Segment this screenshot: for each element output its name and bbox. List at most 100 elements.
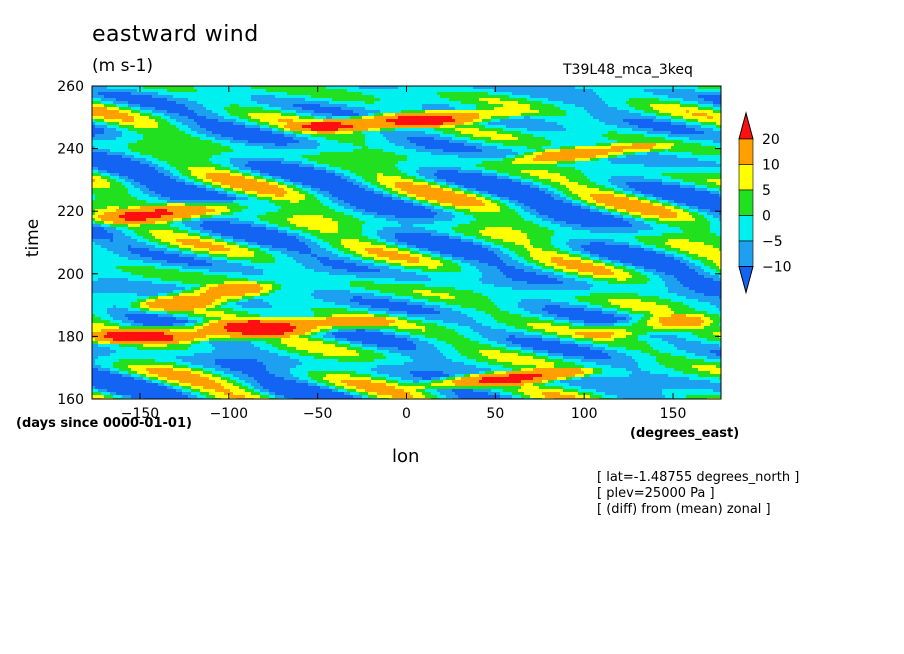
- heatmap-cell: [395, 104, 398, 107]
- heatmap-cell: [551, 140, 554, 143]
- heatmap-cell: [242, 149, 245, 152]
- heatmap-cell: [506, 140, 509, 143]
- heatmap-cell: [188, 152, 191, 155]
- heatmap-cell: [149, 155, 152, 158]
- heatmap-cell: [311, 86, 314, 89]
- heatmap-cell: [119, 152, 122, 155]
- heatmap-cell: [719, 89, 721, 92]
- heatmap-cell: [605, 128, 608, 131]
- heatmap-cell: [461, 143, 464, 146]
- heatmap-cell: [446, 140, 449, 143]
- heatmap-cell: [419, 98, 422, 101]
- heatmap-cell: [362, 101, 365, 104]
- heatmap-cell: [461, 92, 464, 95]
- heatmap-cell: [413, 116, 416, 119]
- heatmap-cell: [239, 131, 242, 134]
- heatmap-cell: [428, 155, 431, 158]
- heatmap-cell: [575, 107, 578, 110]
- heatmap-cell: [200, 110, 203, 113]
- heatmap-cell: [155, 125, 158, 128]
- heatmap-cell: [224, 137, 227, 140]
- heatmap-cell: [122, 125, 125, 128]
- heatmap-cell: [659, 140, 662, 143]
- heatmap-cell: [665, 89, 668, 92]
- heatmap-cell: [290, 113, 293, 116]
- heatmap-cell: [458, 116, 461, 119]
- heatmap-cell: [635, 89, 638, 92]
- heatmap-cell: [473, 116, 476, 119]
- heatmap-cell: [452, 155, 455, 158]
- heatmap-cell: [107, 95, 110, 98]
- heatmap-cell: [449, 128, 452, 131]
- heatmap-cell: [551, 125, 554, 128]
- heatmap-cell: [644, 104, 647, 107]
- heatmap-cell: [92, 125, 95, 128]
- heatmap-cell: [209, 152, 212, 155]
- heatmap-cell: [185, 146, 188, 149]
- heatmap-cell: [536, 125, 539, 128]
- heatmap-cell: [266, 110, 269, 113]
- heatmap-cell: [623, 134, 626, 137]
- heatmap-cell: [143, 146, 146, 149]
- heatmap-cell: [512, 131, 515, 134]
- heatmap-cell: [701, 149, 704, 152]
- heatmap-cell: [677, 128, 680, 131]
- heatmap-cell: [140, 155, 143, 158]
- heatmap-cell: [686, 101, 689, 104]
- heatmap-cell: [632, 98, 635, 101]
- heatmap-cell: [128, 146, 131, 149]
- heatmap-cell: [416, 137, 419, 140]
- heatmap-cell: [512, 149, 515, 152]
- heatmap-cell: [161, 125, 164, 128]
- heatmap-cell: [689, 89, 692, 92]
- heatmap-cell: [701, 104, 704, 107]
- heatmap-cell: [614, 86, 617, 89]
- heatmap-cell: [161, 116, 164, 119]
- heatmap-cell: [311, 92, 314, 95]
- heatmap-cell: [674, 95, 677, 98]
- heatmap-cell: [92, 101, 95, 104]
- heatmap-cell: [701, 134, 704, 137]
- heatmap-cell: [149, 101, 152, 104]
- heatmap-cell: [500, 107, 503, 110]
- heatmap-cell: [116, 98, 119, 101]
- heatmap-cell: [497, 134, 500, 137]
- heatmap-cell: [224, 134, 227, 137]
- heatmap-cell: [608, 89, 611, 92]
- heatmap-cell: [326, 107, 329, 110]
- heatmap-cell: [713, 134, 716, 137]
- heatmap-cell: [719, 152, 721, 155]
- heatmap-cell: [389, 149, 392, 152]
- heatmap-cell: [356, 92, 359, 95]
- heatmap-cell: [296, 89, 299, 92]
- heatmap-cell: [245, 101, 248, 104]
- heatmap-cell: [332, 131, 335, 134]
- heatmap-cell: [719, 101, 721, 104]
- heatmap-cell: [128, 149, 131, 152]
- heatmap-cell: [587, 89, 590, 92]
- heatmap-cell: [221, 128, 224, 131]
- heatmap-cell: [587, 113, 590, 116]
- heatmap-cell: [308, 146, 311, 149]
- heatmap-cell: [521, 155, 524, 158]
- heatmap-cell: [203, 122, 206, 125]
- heatmap-cell: [155, 113, 158, 116]
- heatmap-cell: [620, 116, 623, 119]
- heatmap-cell: [677, 134, 680, 137]
- heatmap-cell: [308, 134, 311, 137]
- heatmap-cell: [203, 98, 206, 101]
- heatmap-cell: [614, 89, 617, 92]
- heatmap-cell: [407, 155, 410, 158]
- heatmap-cell: [323, 86, 326, 89]
- heatmap-cell: [347, 143, 350, 146]
- heatmap-cell: [218, 155, 221, 158]
- heatmap-cell: [371, 155, 374, 158]
- heatmap-cell: [362, 155, 365, 158]
- heatmap-cell: [383, 104, 386, 107]
- heatmap-cell: [425, 131, 428, 134]
- heatmap-cell: [191, 146, 194, 149]
- heatmap-cell: [404, 98, 407, 101]
- heatmap-cell: [599, 128, 602, 131]
- heatmap-cell: [242, 155, 245, 158]
- heatmap-cell: [560, 155, 563, 158]
